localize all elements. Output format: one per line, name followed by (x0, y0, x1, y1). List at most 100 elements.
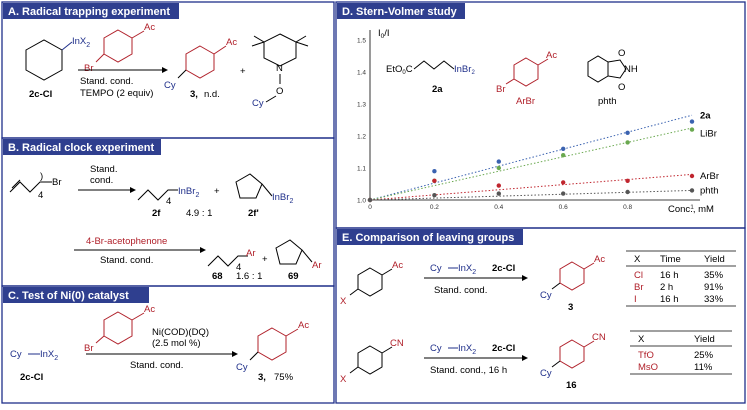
cond-tempo: TEMPO (2 equiv) (80, 88, 153, 99)
series-label-LiBr: LiBr (700, 129, 717, 140)
product-cy-bond-c (249, 351, 259, 361)
arbr-br: Br (496, 84, 506, 95)
panel-a-header-bg (3, 3, 179, 19)
panel-c-header-bg (3, 287, 149, 303)
e-product2-cy-bond (551, 360, 561, 368)
br-bond-c (95, 335, 105, 344)
e-product1-label: 3 (568, 302, 573, 313)
leaving-group-table-1: X Time Yield Cl 16 h 35% Br 2 h 91% I 16 h 33% (626, 250, 736, 307)
product-cy-c: Cy (236, 362, 248, 373)
label-2fp: 2f' (248, 208, 259, 219)
e-product1-cy-bond (551, 282, 561, 290)
benzene-ring (103, 29, 133, 63)
label-2f: 2f (152, 208, 161, 219)
o-cy-bond (265, 95, 277, 103)
point-phth (496, 191, 501, 196)
arbr-label: ArBr (516, 96, 535, 107)
point-ArBr (625, 178, 630, 183)
product-3-a: Ac Cy 3, n.d. (164, 37, 237, 100)
arbr-ac-bond (537, 58, 549, 66)
phth-imide-ring (607, 59, 627, 79)
point-phth (625, 189, 630, 195)
series-label-ArBr: ArBr (700, 171, 719, 182)
table-cell: 35% (704, 270, 724, 281)
reagent-bromoacetophenone: 4-Br-acetophenone (86, 236, 167, 247)
table-cell: 16 h (660, 294, 679, 305)
data-points (367, 119, 695, 203)
x-tick-label: 0.8 (623, 204, 632, 211)
e-product1-ring (559, 261, 585, 291)
panel-e-header: E. Comparison of leaving groups (342, 232, 514, 244)
methyl-2 (295, 41, 309, 47)
reagent-inx2: InX2 (40, 349, 58, 362)
bromoacetophenone-a: Ac Br (84, 22, 155, 74)
e-x-2: X (340, 374, 347, 385)
table-cell: Cl (634, 270, 643, 281)
label-69: 69 (288, 271, 299, 282)
methyl-3 (253, 35, 265, 43)
y-tick-label: 1.3 (357, 102, 366, 109)
x-tick-label: 0 (368, 204, 372, 211)
e-x-bond (349, 288, 359, 296)
arrowhead (130, 187, 136, 193)
product-ring (185, 45, 215, 79)
x-axis-label: Conc., mM (668, 204, 714, 215)
arrowhead (522, 275, 528, 281)
point-2a (625, 130, 630, 135)
table-header: X (634, 254, 641, 265)
double-bond (11, 179, 21, 189)
molecule-phth: NH O O phth (587, 48, 638, 107)
arrowhead (200, 247, 206, 253)
point-LiBr (689, 127, 695, 132)
e-product2-ring (559, 339, 585, 369)
label-2c-cl: 2c-Cl (29, 89, 52, 100)
x-ticks: 0 0.2 0.4 0.6 0.8 1 (368, 204, 694, 211)
ac-bond (131, 30, 145, 39)
phth-nh: NH (624, 64, 638, 75)
panel-b-header: B. Radical clock experiment (8, 142, 154, 154)
product-ac-label: Ac (226, 37, 237, 48)
e-reagent-cy-2: Cy (430, 343, 442, 354)
e-product1-cy: Cy (540, 290, 552, 301)
table-cell: 25% (694, 350, 714, 361)
table-header: X (638, 334, 645, 345)
product-nd: n.d. (204, 89, 220, 100)
cond-c: Stand. cond. (130, 360, 183, 371)
product-ring-c (257, 327, 287, 361)
ch2-2fp (261, 183, 273, 197)
ac-bond-c (131, 312, 145, 321)
cyclopentane-69 (275, 239, 303, 265)
br-bond (95, 53, 105, 63)
tempo-ring (263, 33, 297, 67)
e-cn-1: CN (390, 338, 404, 349)
point-2a (432, 169, 437, 174)
phth-label: phth (598, 96, 617, 107)
y-tick-label: 1.1 (357, 166, 366, 173)
cyclohexyl-inx2: InX2 2c-Cl (25, 36, 90, 100)
e-product2-cn: CN (592, 332, 606, 343)
e-cond-2: Stand. cond., 16 h (430, 365, 507, 376)
x-tick-label: 1 (690, 204, 694, 211)
table-header: Time (660, 254, 681, 265)
point-phth (561, 191, 566, 196)
y-ticks: 1.0 1.1 1.2 1.3 1.4 1.5 (357, 38, 366, 205)
x-tick-label: 0.4 (494, 204, 503, 211)
y-axis-label: I0/I (378, 28, 390, 40)
e-2c-cl-1: 2c-Cl (492, 263, 515, 274)
panel-a: A. Radical trapping experiment InX2 2c-C… (1, 1, 335, 139)
benzene-c (103, 311, 133, 345)
tempo-o: O (276, 86, 283, 97)
panel-e-frame (335, 227, 746, 404)
series-labels: 2a LiBr ArBr phth (700, 111, 719, 197)
panel-e: E. Comparison of leaving groups Ac X Cy … (335, 227, 746, 404)
fit-line-LiBr (369, 127, 693, 201)
hexenyl-sub4: 4 (38, 190, 43, 201)
hexenyl-br: Br (52, 177, 62, 188)
tempo-cy-label: Cy (252, 98, 264, 109)
e-reactant2-ring (357, 345, 383, 375)
e-product1-ac: Ac (594, 254, 605, 265)
cyclopentane-2fp (235, 173, 263, 199)
table-header: Yield (704, 254, 725, 265)
point-2a (561, 146, 566, 151)
panel-c-frame (1, 285, 335, 404)
